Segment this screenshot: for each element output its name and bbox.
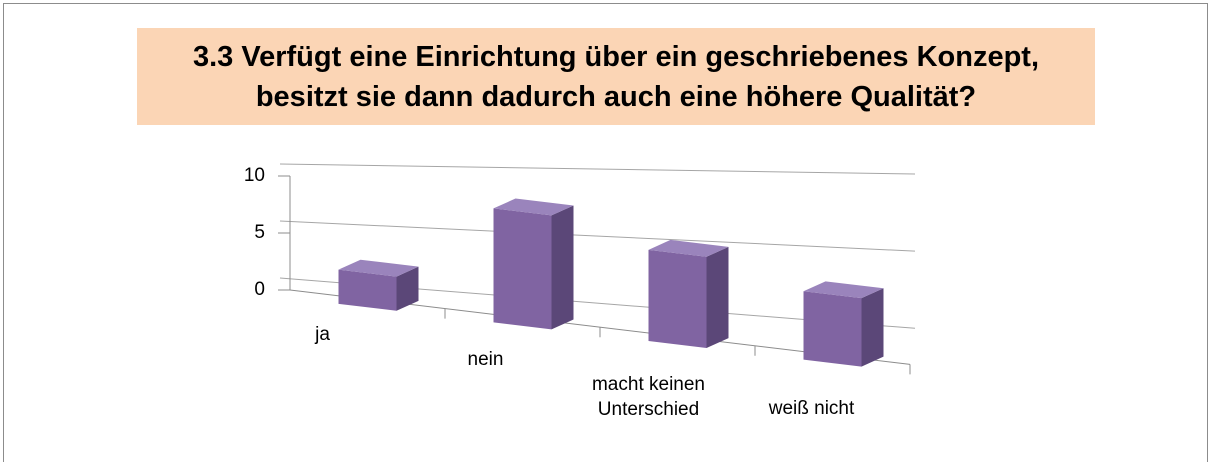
grid-line xyxy=(279,220,916,252)
y-tick-label: 10 xyxy=(244,165,265,186)
x-tick-label: macht keinen Unterschied xyxy=(591,373,705,420)
grid-line xyxy=(279,163,916,175)
bar-front xyxy=(338,269,397,311)
bar-top xyxy=(493,198,574,216)
y-tick-label: 0 xyxy=(254,279,265,300)
bar-side xyxy=(551,205,574,330)
bar-side xyxy=(861,288,884,367)
x-tick-label: ja xyxy=(315,324,330,346)
y-tick-label: 5 xyxy=(254,222,265,243)
x-tick-label: weiß nicht xyxy=(768,398,855,420)
chart-title: 3.3 Verfügt eine Einrichtung über ein ge… xyxy=(137,28,1095,125)
bar xyxy=(493,198,574,330)
bar-top xyxy=(648,239,729,257)
bar-front xyxy=(493,208,552,330)
bar-top xyxy=(803,281,884,299)
bar-side xyxy=(396,266,419,311)
bar-front xyxy=(648,249,707,348)
x-tick-label: nein xyxy=(467,348,504,370)
bar xyxy=(803,281,884,367)
bar-side xyxy=(706,246,729,348)
bar-front xyxy=(803,291,862,367)
bar xyxy=(648,239,729,348)
bar xyxy=(338,259,419,311)
bar-top xyxy=(338,259,419,277)
frame xyxy=(3,3,1208,462)
